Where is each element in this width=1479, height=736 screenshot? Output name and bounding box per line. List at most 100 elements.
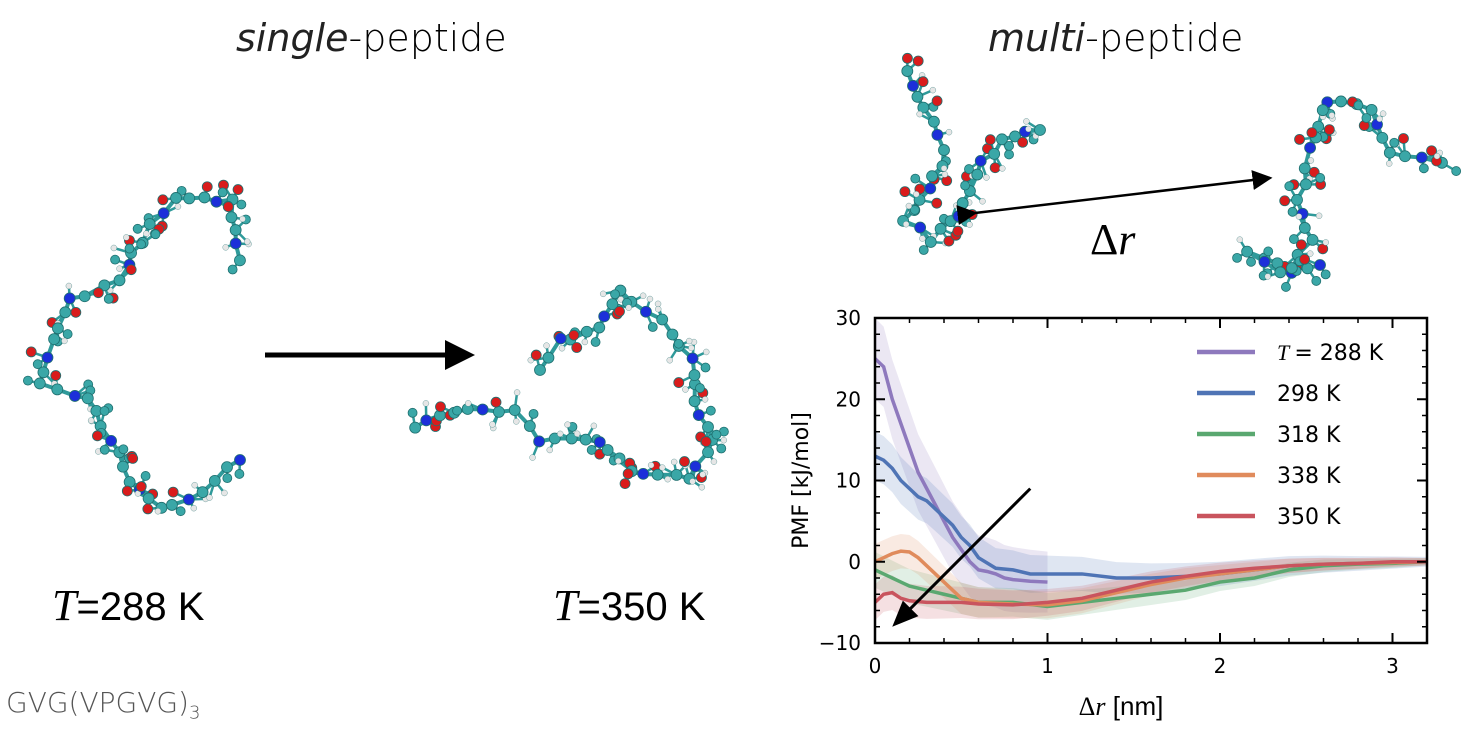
atom [710, 458, 718, 465]
atom [476, 403, 489, 416]
atom [105, 434, 117, 447]
atom [143, 218, 156, 230]
atom [720, 437, 727, 444]
multi-peptide-heading: multi-peptide [988, 16, 1243, 60]
atom [931, 197, 943, 209]
atom [1399, 150, 1411, 163]
atom [619, 478, 631, 489]
multi-heading-rest: -peptide [1085, 16, 1244, 60]
atom [1335, 95, 1347, 108]
sequence-label: GVG(VPGVG)3 [6, 686, 200, 724]
atom [1294, 133, 1305, 145]
atom [1376, 115, 1383, 123]
legend-label: 318 K [1277, 423, 1341, 448]
atom [1004, 140, 1014, 151]
x-label-unit: [nm] [1106, 691, 1164, 721]
peptide-molecule-multi-a [897, 52, 1046, 255]
atom [529, 454, 536, 461]
atom [716, 443, 727, 454]
atom [92, 430, 103, 442]
atom [51, 383, 64, 396]
x-tick-label: 3 [1386, 654, 1399, 678]
atom [688, 369, 701, 382]
atom [1246, 256, 1256, 267]
atom [702, 421, 714, 433]
atom [513, 418, 520, 425]
atom [117, 460, 129, 473]
atom [1304, 141, 1316, 154]
x-axis-label: Δr [nm] [1079, 691, 1164, 721]
atom [1398, 133, 1409, 144]
atom [87, 417, 95, 424]
atom [1289, 234, 1299, 244]
atom [154, 508, 162, 515]
delta-r-label: Δr [1090, 214, 1135, 265]
atom [1284, 181, 1295, 192]
confidence-band [875, 533, 1427, 619]
atom [50, 370, 62, 381]
atom [917, 76, 929, 88]
atom [1274, 266, 1287, 279]
confidence-band [875, 318, 1048, 613]
atom [37, 366, 50, 379]
atom [670, 469, 683, 481]
atom [420, 414, 433, 427]
atom [1314, 259, 1326, 271]
atom [92, 287, 104, 299]
atom [135, 481, 147, 493]
atom [548, 432, 561, 445]
atom [116, 265, 123, 272]
atom [590, 337, 601, 347]
atom [234, 469, 245, 479]
x-label-var: r [1095, 692, 1106, 721]
atom [1353, 100, 1364, 111]
atom [1258, 255, 1271, 268]
atom [1034, 124, 1046, 136]
atom [902, 52, 913, 64]
atom [465, 400, 472, 407]
atom [170, 192, 182, 204]
temp-value-left: =288 K [76, 585, 205, 629]
atom [703, 348, 710, 356]
atom [654, 300, 662, 308]
atom [912, 55, 924, 67]
atom [573, 430, 581, 437]
atom [157, 207, 170, 220]
atom [41, 351, 54, 364]
atom [221, 461, 233, 474]
atom [68, 390, 81, 402]
y-axis-label: PMF [kJ/mol] [789, 412, 814, 549]
series-line [873, 560, 1427, 607]
atom [190, 505, 197, 512]
single-heading-italic: single [236, 16, 349, 60]
atom [221, 489, 228, 497]
series-line [873, 357, 1048, 584]
y-tick-label: 30 [836, 306, 861, 330]
atom [132, 223, 143, 234]
atom [1323, 124, 1335, 135]
atom [222, 473, 233, 484]
atom [98, 279, 111, 292]
temp-symbol-left: T [52, 581, 77, 630]
y-tick-label: 10 [836, 469, 861, 493]
atom [952, 225, 964, 237]
legend-label-text: = 288 K [1294, 341, 1383, 366]
atom [940, 165, 948, 172]
atom [999, 165, 1006, 172]
atom [1307, 250, 1314, 257]
atom [103, 293, 114, 304]
atom [99, 444, 110, 455]
atom [174, 203, 182, 210]
atom [1317, 243, 1329, 255]
atom [689, 478, 696, 485]
atom [229, 237, 242, 250]
atom [198, 191, 211, 204]
temp-symbol-right: T [553, 581, 578, 630]
atom [175, 506, 186, 517]
atom [533, 435, 546, 448]
atom [143, 230, 150, 237]
atom [1433, 153, 1441, 160]
atom [234, 254, 246, 267]
y-tick-label: 0 [848, 550, 861, 574]
atom [639, 292, 647, 299]
